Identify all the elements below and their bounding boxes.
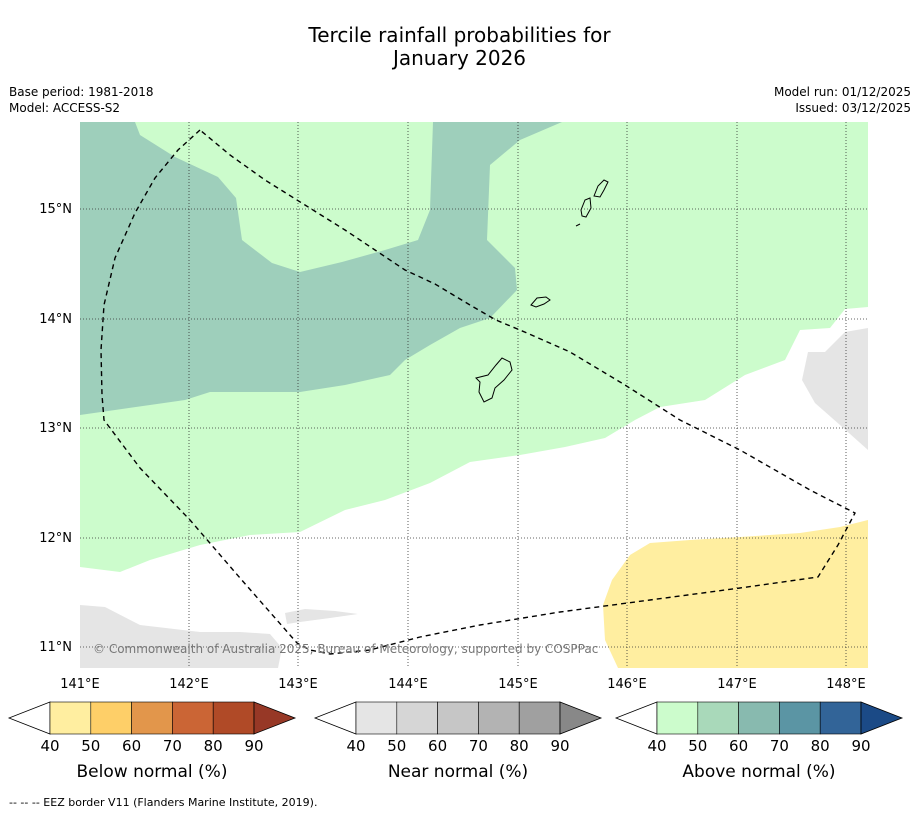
graticule xyxy=(80,122,868,668)
lat-label: 14°N xyxy=(39,312,72,327)
lon-label: 148°E xyxy=(826,677,866,692)
copyright-text: © Commonwealth of Australia 2025, Bureau… xyxy=(93,642,598,656)
near-normal-colorbar-label: Near normal (%) xyxy=(387,762,529,782)
above-normal-colorbar-tick-label: 90 xyxy=(851,737,870,755)
above-normal-colorbar-tick-label: 80 xyxy=(811,737,830,755)
lon-label: 144°E xyxy=(388,677,428,692)
eez-border xyxy=(100,129,856,655)
above-normal-colorbar-swatch xyxy=(819,701,862,735)
lon-label: 147°E xyxy=(717,677,757,692)
lon-label: 143°E xyxy=(278,677,318,692)
eez-border-legend: -- -- -- EEZ border V11 (Flanders Marine… xyxy=(9,796,318,809)
below-normal-colorbar-swatch xyxy=(90,701,132,735)
lon-label: 145°E xyxy=(498,677,538,692)
map-title-line-1: Tercile rainfall probabilities for xyxy=(308,23,611,47)
below-normal-colorbar-swatch xyxy=(212,701,255,735)
island-aguijan xyxy=(575,223,581,227)
below-normal-colorbar-low-extension xyxy=(7,701,51,735)
below-normal-colorbar-swatch xyxy=(49,701,92,735)
below-normal-colorbar-tick-label: 60 xyxy=(122,737,141,755)
near-normal-southwest-region xyxy=(80,605,282,668)
near-normal-colorbar-tick-label: 50 xyxy=(387,737,406,755)
above-normal-colorbar-low-extension xyxy=(614,701,658,735)
issued-text: Issued: 03/12/2025 xyxy=(795,101,911,115)
island-saipan xyxy=(593,179,609,198)
above-normal-colorbar-tick-label: 70 xyxy=(770,737,789,755)
island-outlines xyxy=(475,179,609,403)
near-normal-colorbar-low-extension xyxy=(313,701,357,735)
above-normal-50-60-region xyxy=(80,122,562,415)
below-normal-colorbar-tick-label: 80 xyxy=(204,737,223,755)
lat-label: 11°N xyxy=(39,640,72,655)
near-normal-colorbar-swatch xyxy=(478,701,520,735)
above-normal-colorbar-tick-label: 50 xyxy=(688,737,707,755)
lon-label: 141°E xyxy=(60,677,100,692)
model-run-text: Model run: 01/12/2025 xyxy=(773,85,911,99)
map-title-line-2: January 2026 xyxy=(392,46,527,70)
near-normal-east-region xyxy=(802,328,868,450)
lat-label: 15°N xyxy=(39,202,72,217)
longitude-labels: 141°E 142°E 143°E 144°E 145°E 146°E 147°… xyxy=(60,677,866,692)
near-normal-colorbar-tick-label: 60 xyxy=(428,737,447,755)
island-guam xyxy=(475,357,513,403)
above-normal-colorbar-swatch xyxy=(656,701,699,735)
near-normal-colorbar-high-extension xyxy=(559,701,603,735)
above-normal-colorbar-tick-label: 60 xyxy=(729,737,748,755)
near-normal-colorbar-swatch xyxy=(437,701,479,735)
lat-label: 12°N xyxy=(39,531,72,546)
below-normal-colorbar-high-extension xyxy=(253,701,297,735)
above-normal-colorbar-high-extension xyxy=(860,701,904,735)
above-normal-colorbar-swatch xyxy=(779,701,821,735)
lon-label: 146°E xyxy=(607,677,647,692)
lat-label: 13°N xyxy=(39,421,72,436)
near-normal-small-region xyxy=(285,609,358,624)
near-normal-colorbar-swatch xyxy=(518,701,561,735)
near-normal-colorbar-tick-label: 40 xyxy=(346,737,365,755)
map-area: © Commonwealth of Australia 2025, Bureau… xyxy=(80,122,868,668)
below-normal-colorbar-tick-label: 70 xyxy=(163,737,182,755)
model-text: Model: ACCESS-S2 xyxy=(9,101,121,115)
near-normal-colorbar-swatch xyxy=(355,701,398,735)
below-normal-colorbar-swatch xyxy=(131,701,173,735)
above-normal-colorbar-swatch xyxy=(697,701,739,735)
colorbars: 40 50 60 70 80 90 40 50 60 70 80 90 40 50 60 70 80 90 xyxy=(7,701,904,755)
near-normal-colorbar-swatch xyxy=(396,701,438,735)
below-normal-colorbar-swatch xyxy=(172,701,214,735)
above-normal-40-50-region xyxy=(80,122,868,572)
below-normal-colorbar-tick-label: 50 xyxy=(81,737,100,755)
near-normal-colorbar-tick-label: 70 xyxy=(469,737,488,755)
near-normal-colorbar-tick-label: 90 xyxy=(550,737,569,755)
latitude-labels: 15°N 14°N 13°N 12°N 11°N xyxy=(39,202,72,655)
above-normal-colorbar-tick-label: 40 xyxy=(647,737,666,755)
island-tinian xyxy=(580,197,592,218)
lon-label: 142°E xyxy=(169,677,209,692)
below-normal-colorbar-tick-label: 40 xyxy=(40,737,59,755)
island-rota xyxy=(530,296,551,308)
near-normal-colorbar-tick-label: 80 xyxy=(510,737,529,755)
below-normal-colorbar-label: Below normal (%) xyxy=(76,762,228,782)
above-normal-colorbar-label: Above normal (%) xyxy=(682,762,836,782)
below-normal-colorbar-tick-label: 90 xyxy=(244,737,263,755)
base-period-text: Base period: 1981-2018 xyxy=(9,85,154,99)
below-normal-40-50-region xyxy=(603,520,868,668)
above-normal-colorbar-swatch xyxy=(738,701,780,735)
